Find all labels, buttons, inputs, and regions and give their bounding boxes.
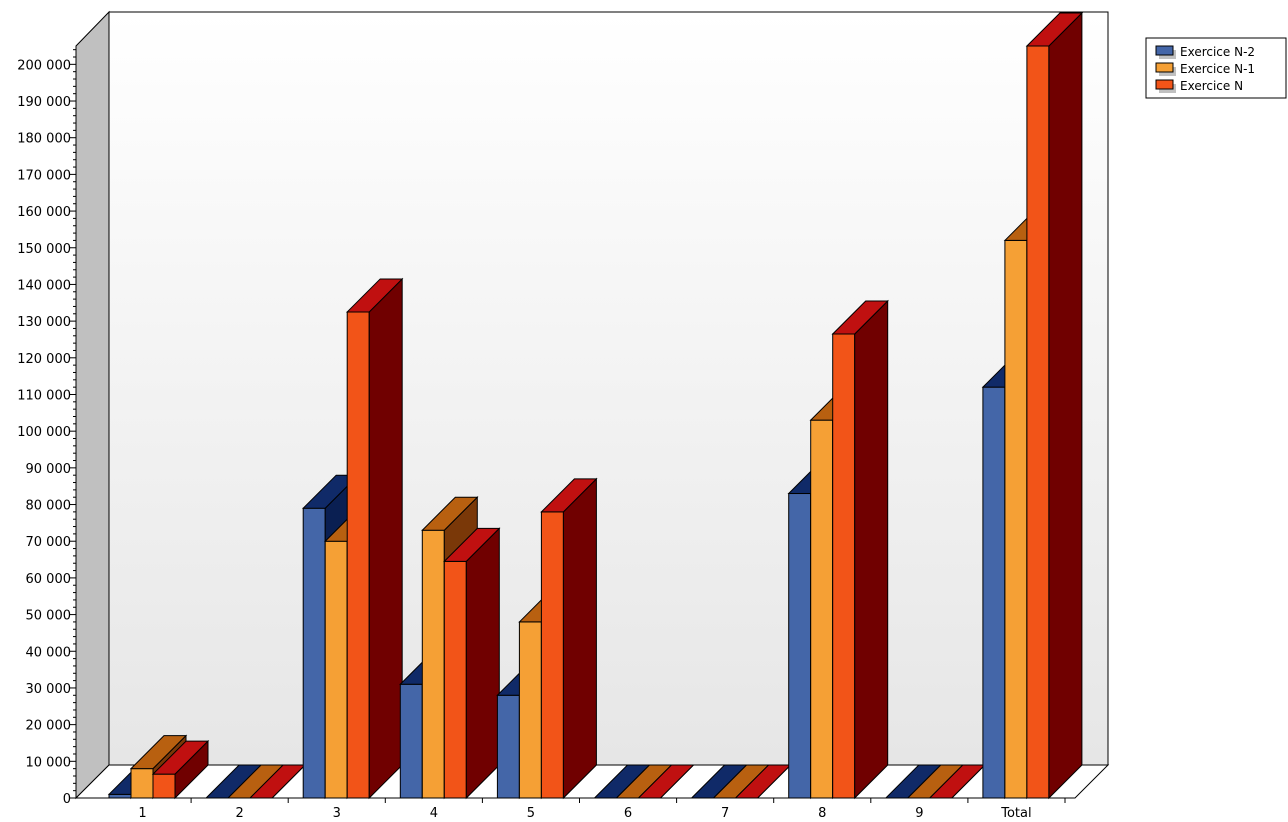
bar-top xyxy=(129,735,188,770)
bar-front xyxy=(518,621,542,799)
y-tick-label: 40 000 xyxy=(26,645,72,660)
y-tick-label: 180 000 xyxy=(17,132,71,147)
legend-swatch xyxy=(1155,45,1174,56)
bar-front xyxy=(346,311,370,799)
x-tick-label: 4 xyxy=(430,806,438,821)
x-tick-label: 6 xyxy=(624,806,632,821)
bar-top xyxy=(151,740,210,775)
bars xyxy=(107,11,1084,800)
bar xyxy=(831,299,889,800)
bar-top xyxy=(831,300,889,335)
back-wall xyxy=(108,11,1109,766)
bar-top xyxy=(540,478,598,513)
bar-front xyxy=(1026,45,1050,799)
bar-front xyxy=(832,333,856,799)
bar-front xyxy=(324,540,348,799)
bar-top xyxy=(421,496,479,531)
bar-side xyxy=(1048,11,1083,800)
left-wall xyxy=(75,10,110,800)
bar xyxy=(443,527,501,800)
y-tick-label: 80 000 xyxy=(26,499,72,514)
y-tick-label: 130 000 xyxy=(17,315,71,330)
x-tick-label: 7 xyxy=(721,806,729,821)
y-tick-label: 170 000 xyxy=(17,168,71,183)
y-tick-label: 140 000 xyxy=(17,278,71,293)
bar-front xyxy=(399,683,423,799)
x-tick-label: 8 xyxy=(818,806,826,821)
y-tick-label: 100 000 xyxy=(17,425,71,440)
x-tick-label: 9 xyxy=(915,806,923,821)
legend-label: Exercice N-1 xyxy=(1180,62,1255,76)
y-tick-label: 60 000 xyxy=(26,572,72,587)
x-tick-label: 5 xyxy=(527,806,535,821)
y-tick-label: 110 000 xyxy=(17,388,71,403)
bar-front xyxy=(1004,239,1028,799)
bar-front xyxy=(982,386,1006,799)
bar-side xyxy=(465,527,500,800)
legend-label: Exercice N xyxy=(1180,79,1243,93)
x-tick-label: 2 xyxy=(236,806,244,821)
bar-front xyxy=(443,560,467,799)
bar-side xyxy=(562,477,597,800)
bar-front xyxy=(788,493,812,799)
legend: Exercice N-2 Exercice N-1 Exercice N xyxy=(1145,37,1287,99)
bar-front xyxy=(496,694,520,799)
legend-swatch xyxy=(1155,79,1174,90)
x-tick-label: 1 xyxy=(138,806,146,821)
bar xyxy=(345,277,404,800)
bar xyxy=(540,477,598,800)
y-tick-label: 200 000 xyxy=(17,58,71,73)
bar xyxy=(151,739,210,800)
y-tick-label: 10 000 xyxy=(26,755,72,770)
bar-front xyxy=(108,793,132,799)
y-tick-label: 70 000 xyxy=(26,535,72,550)
y-tick-label: 50 000 xyxy=(26,609,72,624)
bar-front xyxy=(421,529,445,799)
y-tick-label: 20 000 xyxy=(26,719,72,734)
bar xyxy=(1025,11,1084,800)
y-tick-label: 160 000 xyxy=(17,205,71,220)
bar-top xyxy=(1025,12,1084,47)
legend-label: Exercice N-2 xyxy=(1180,45,1255,59)
legend-swatch xyxy=(1155,62,1174,73)
bar-front xyxy=(302,507,326,799)
y-tick-label: 120 000 xyxy=(17,352,71,367)
bar-top xyxy=(443,527,501,562)
x-axis: 1 2 3 4 5 6 7 8 9 Total xyxy=(76,797,1075,821)
bar-front xyxy=(152,773,176,799)
x-tick-label: Total xyxy=(1000,806,1031,821)
bar xyxy=(637,764,695,799)
y-tick-label: 190 000 xyxy=(17,95,71,110)
y-tick-label: 90 000 xyxy=(26,462,72,477)
bar-top xyxy=(345,278,404,313)
y-axis: 0 10 000 20 000 30 000 40 000 50 000 60 000 70 … xyxy=(17,46,77,807)
bar-side xyxy=(368,277,403,800)
y-tick-label: 150 000 xyxy=(17,242,71,257)
bar-front xyxy=(810,419,834,799)
y-tick-label: 0 xyxy=(63,792,71,807)
bar-side xyxy=(854,299,889,800)
bar-front xyxy=(130,768,154,799)
bar-front xyxy=(540,511,564,799)
x-tick-label: 3 xyxy=(333,806,341,821)
bar-top xyxy=(637,764,695,799)
y-tick-label: 30 000 xyxy=(26,682,72,697)
